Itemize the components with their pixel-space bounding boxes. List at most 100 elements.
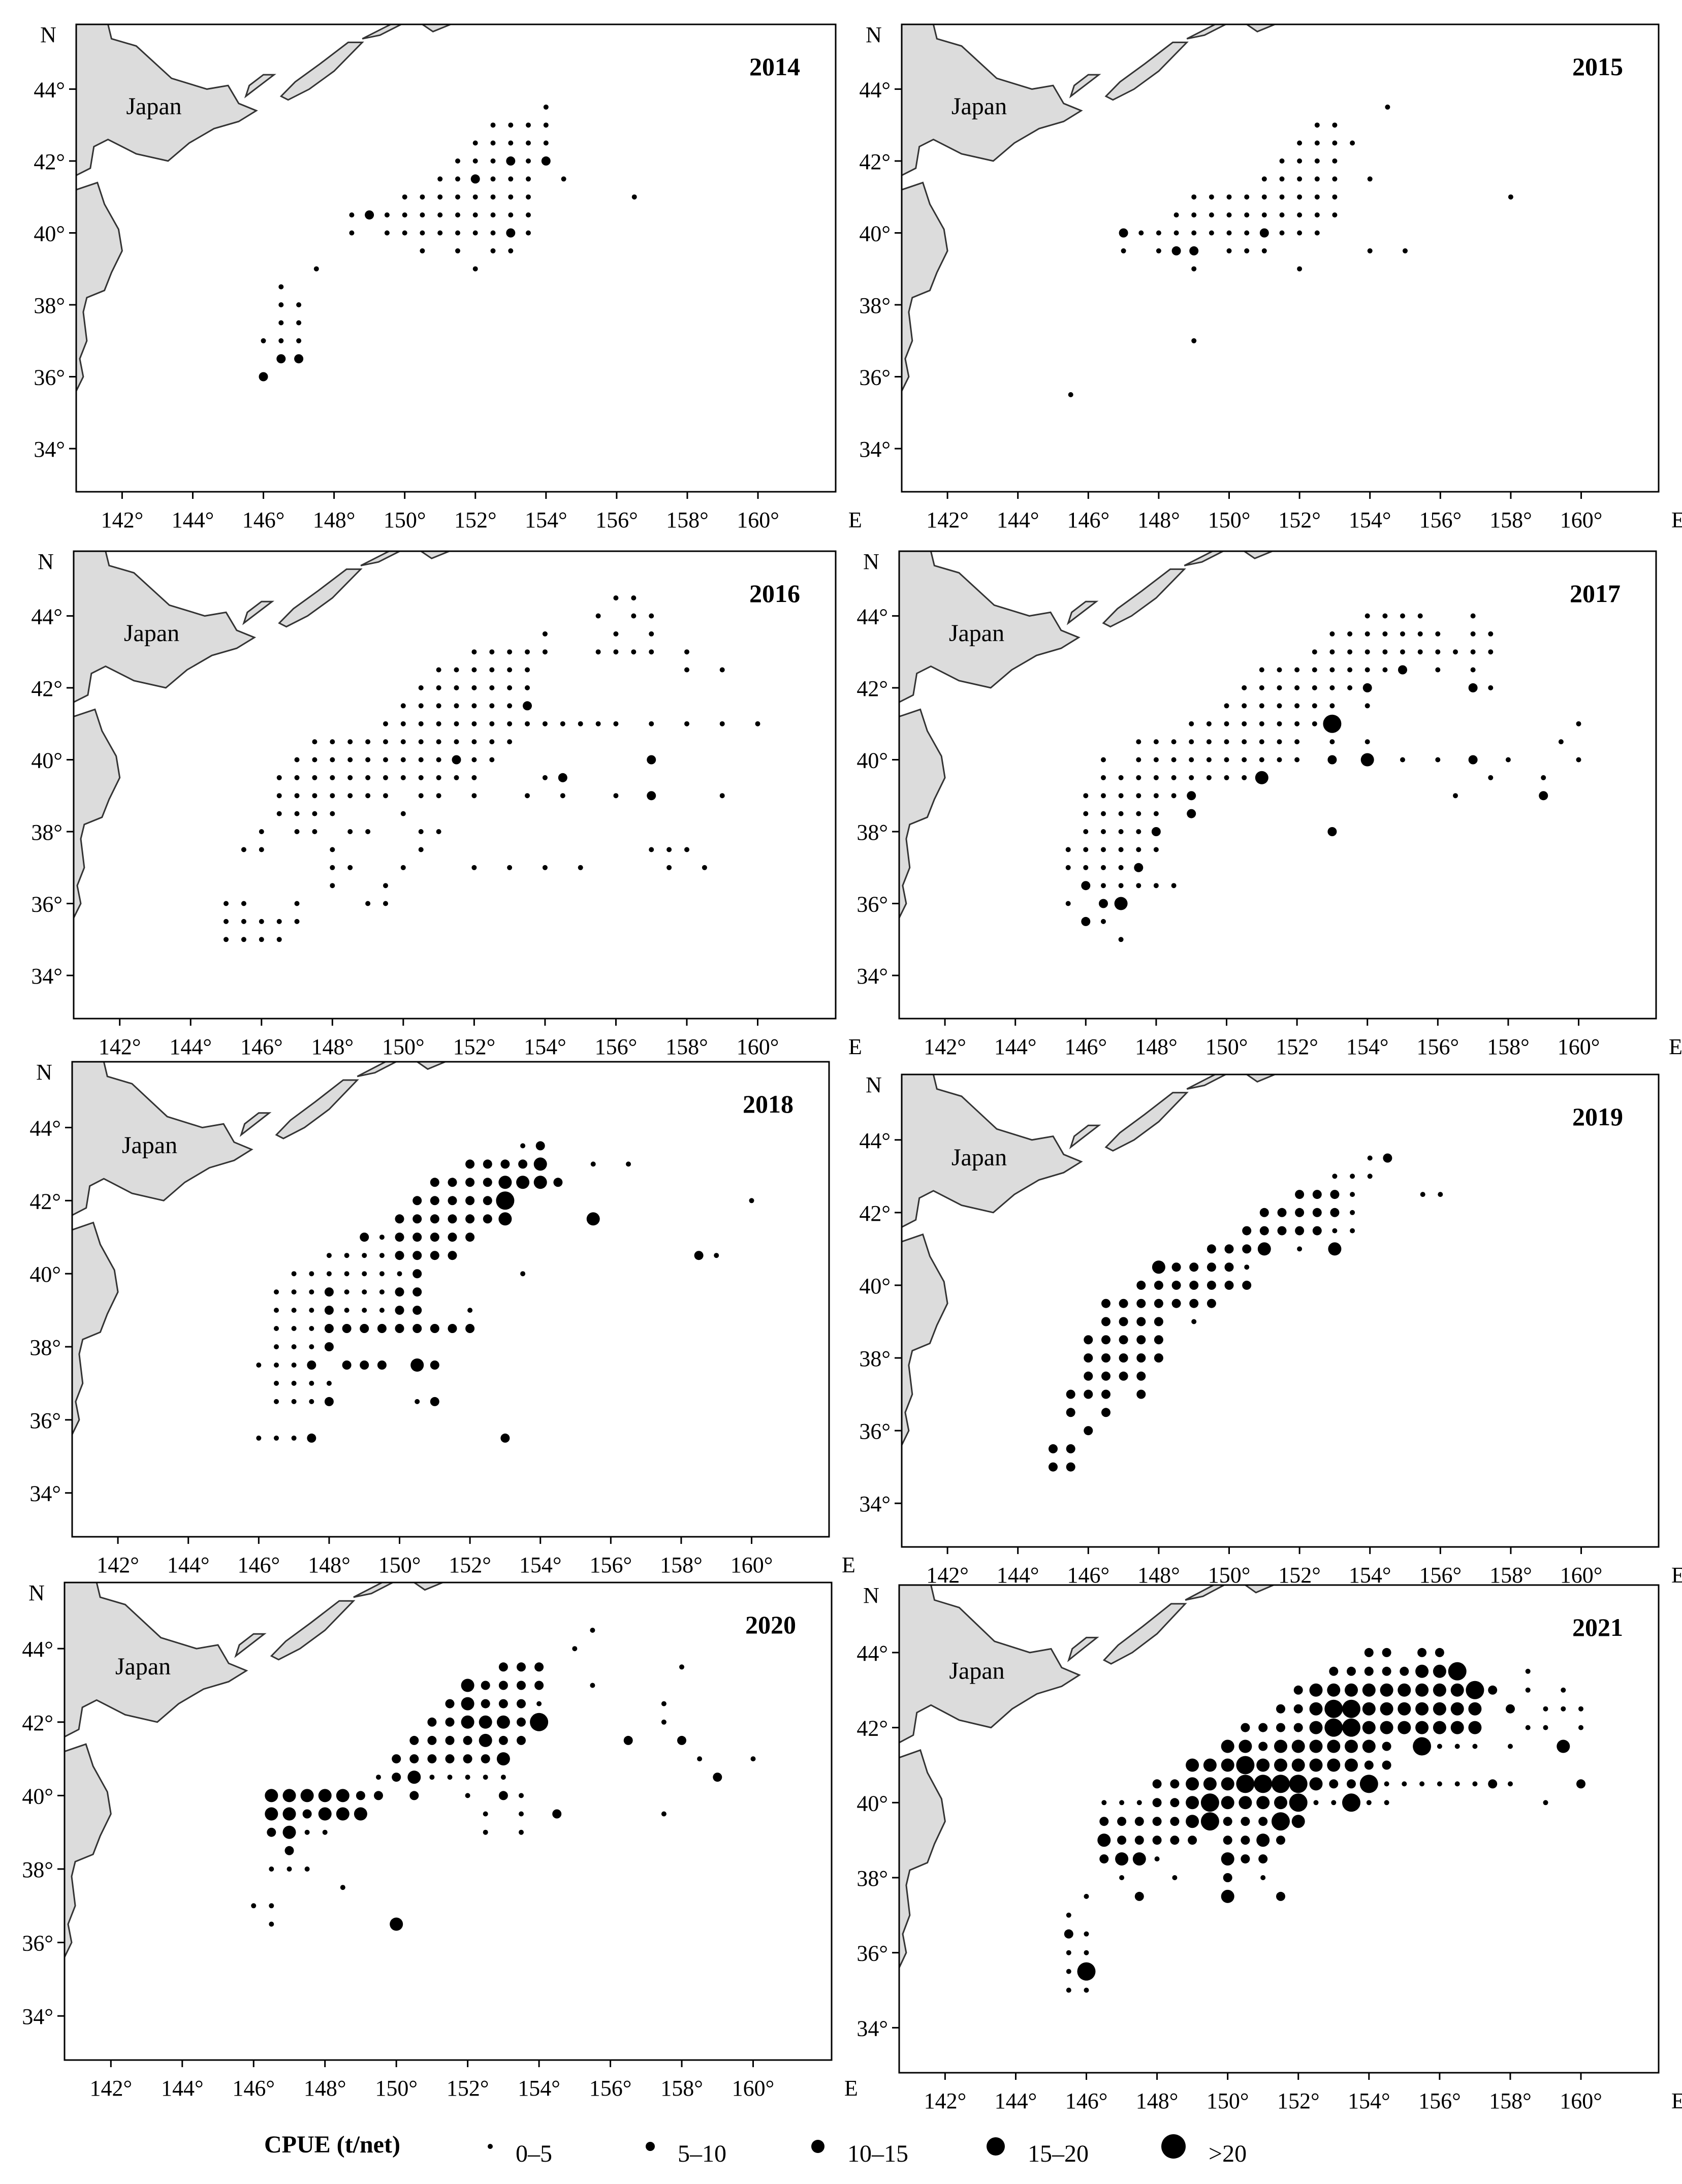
lat-tick-label: 44° [29, 1116, 61, 1141]
lon-tick-label: 158° [1489, 1563, 1532, 1588]
kuril-island-3 [1069, 1124, 1101, 1150]
cpue-point [1209, 212, 1214, 218]
cpue-point [542, 721, 548, 726]
cpue-point [506, 228, 516, 238]
cpue-point [483, 1196, 492, 1206]
cpue-point [518, 1159, 528, 1169]
cpue-point [427, 1754, 437, 1764]
cpue-point [517, 1699, 526, 1708]
cpue-point [507, 721, 513, 726]
cpue-point [534, 1662, 544, 1672]
hokkaido-landmass [74, 551, 257, 703]
cpue-point [362, 1253, 367, 1258]
cpue-point [1297, 194, 1303, 200]
cpue-point [1314, 122, 1320, 128]
cpue-point [1242, 739, 1247, 745]
cpue-point [1362, 1702, 1376, 1716]
cpue-point [1488, 631, 1494, 637]
land-layer [65, 1582, 443, 1958]
lon-tick-label: 150° [375, 2076, 418, 2101]
cpue-point [1330, 1208, 1340, 1217]
cpue-point [256, 1435, 262, 1441]
cpue-point [498, 1791, 508, 1800]
cpue-point [1324, 1718, 1343, 1737]
cpue-point [461, 1679, 474, 1692]
lon-tick-label: 160° [1560, 1563, 1603, 1588]
cpue-point [1578, 1706, 1583, 1712]
cpue-point [1327, 1683, 1341, 1697]
cpue-point [1312, 685, 1317, 690]
cpue-point [552, 1809, 562, 1819]
cpue-point [1380, 1702, 1393, 1716]
legend-symbol [1161, 2134, 1186, 2159]
cpue-points [1064, 1648, 1585, 1993]
cpue-point [471, 649, 477, 655]
cpue-point [420, 230, 425, 236]
cpue-point [517, 1735, 526, 1745]
cpue-point [430, 1251, 439, 1260]
cpue-point [1191, 194, 1197, 200]
lon-tick-label: 152° [449, 1553, 491, 1577]
cpue-point [1223, 1873, 1232, 1882]
lon-tick-label: 156° [1419, 1563, 1462, 1588]
cpue-point [516, 1176, 530, 1189]
cpue-point [1314, 194, 1320, 200]
cpue-point [1200, 1793, 1219, 1812]
cpue-point [420, 194, 425, 200]
cpue-point [472, 266, 478, 272]
land-layer [902, 1074, 1276, 1446]
cpue-point [490, 176, 496, 182]
cpue-point [1119, 1335, 1128, 1345]
cpue-point [365, 210, 374, 220]
land-layer [899, 551, 1273, 919]
kuril-island-4 [1245, 1074, 1276, 1083]
lat-tick-label: 34° [22, 2004, 53, 2029]
cpue-point [300, 1789, 314, 1802]
cpue-point [1186, 1777, 1199, 1791]
cpue-point [259, 372, 268, 382]
lon-tick-label: 142° [99, 1034, 141, 1059]
cpue-point [241, 847, 246, 852]
cpue-point [395, 1251, 404, 1260]
cpue-point [365, 901, 371, 906]
cpue-point [520, 1271, 526, 1277]
cpue-point [749, 1198, 754, 1204]
japan-label: Japan [951, 93, 1007, 120]
cpue-point [489, 739, 495, 745]
cpue-point [294, 354, 304, 364]
cpue-point [1332, 122, 1338, 128]
lon-tick-label: 148° [304, 2076, 346, 2101]
lon-tick-label: 154° [519, 1553, 562, 1577]
lat-tick-label: 42° [856, 1716, 888, 1741]
cpue-point [530, 1713, 549, 1731]
cpue-point [649, 649, 654, 655]
cpue-point [1186, 1796, 1199, 1810]
cpue-point [1066, 1444, 1075, 1453]
cpue-point [384, 212, 390, 218]
hokkaido-landmass [902, 24, 1083, 176]
cpue-point [1119, 228, 1128, 238]
cpue-point [436, 721, 441, 726]
cpue-point [1083, 829, 1089, 834]
kuril-island-1 [1102, 568, 1186, 628]
cpue-point [324, 1397, 334, 1406]
lon-tick-label: 148° [313, 508, 356, 532]
cpue-point [1350, 1210, 1355, 1215]
cpue-point [278, 320, 284, 326]
cpue-point [1359, 1775, 1378, 1793]
cpue-point [1525, 1725, 1531, 1730]
lon-tick-label: 144° [997, 1563, 1039, 1588]
cpue-point [483, 1829, 488, 1835]
cpue-point [324, 1342, 334, 1351]
cpue-point [465, 1324, 475, 1333]
cpue-point [483, 1811, 488, 1817]
cpue-point [1367, 1155, 1373, 1161]
cpue-point [1244, 212, 1250, 218]
cpue-point [1236, 1756, 1255, 1775]
cpue-point [1330, 1190, 1340, 1199]
cpue-point [1064, 1929, 1073, 1939]
lat-tick-label: 36° [22, 1931, 53, 1956]
cpue-point [1400, 1666, 1409, 1676]
cpue-point [1277, 685, 1282, 690]
cpue-point [376, 1775, 381, 1780]
